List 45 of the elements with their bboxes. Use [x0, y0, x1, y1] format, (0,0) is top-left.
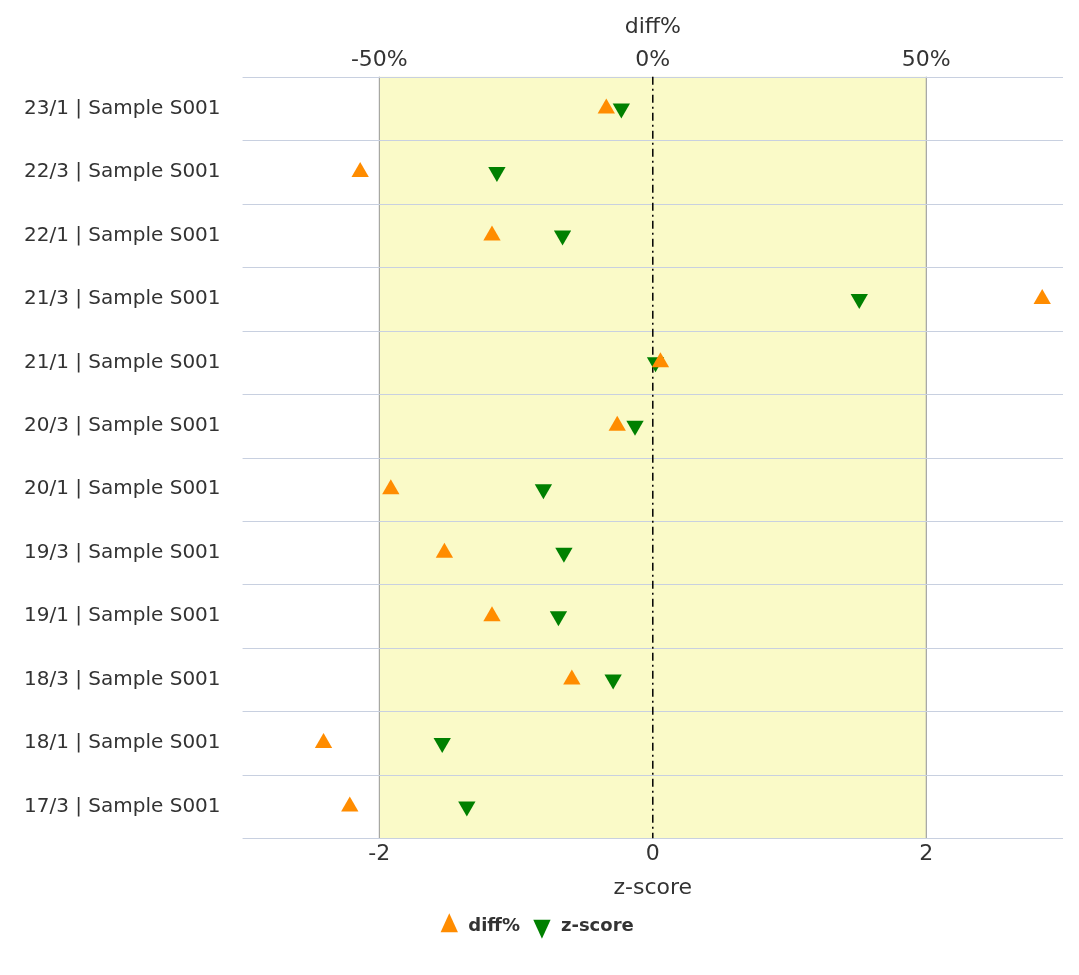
y-tick-label: 22/3 | Sample S001 — [23, 158, 221, 183]
point — [549, 611, 568, 627]
y-tick-label: 18/3 | Sample S001 — [23, 665, 221, 690]
point — [458, 801, 476, 817]
point — [553, 230, 572, 246]
point — [382, 479, 400, 495]
x-tick-label: -2 — [368, 840, 391, 866]
point — [435, 542, 454, 558]
point — [433, 738, 451, 754]
legend-label: z-score — [560, 913, 634, 935]
y-tick-label: 21/1 | Sample S001 — [23, 348, 221, 373]
y-tick-label: 17/3 | Sample S001 — [23, 792, 221, 817]
y-tick-label: 20/3 | Sample S001 — [23, 411, 221, 436]
point — [1033, 288, 1051, 304]
point — [563, 669, 581, 685]
point — [483, 225, 501, 241]
point — [488, 166, 506, 182]
point — [597, 98, 615, 114]
point — [314, 733, 333, 749]
point — [626, 420, 644, 436]
point — [341, 796, 359, 812]
y-tick-label: 20/1 | Sample S001 — [23, 475, 221, 500]
legend-label: diff% — [468, 913, 520, 935]
point — [483, 606, 501, 622]
y-tick-label: 18/1 | Sample S001 — [23, 729, 221, 754]
point — [608, 415, 626, 431]
y-tick-label: 22/1 | Sample S001 — [23, 221, 221, 246]
y-tick-label: 23/1 | Sample S001 — [23, 94, 221, 119]
x-tick-label: 2 — [919, 840, 934, 866]
point — [612, 103, 630, 119]
point — [534, 484, 553, 500]
x-axis-title: z-score — [613, 873, 693, 899]
x2-tick-label: -50% — [350, 46, 408, 72]
x2-axis-title: diff% — [624, 12, 681, 38]
point — [651, 352, 670, 368]
point — [604, 674, 622, 690]
x-tick-label: 0 — [645, 840, 660, 866]
y-tick-label: 21/3 | Sample S001 — [23, 285, 221, 310]
y-tick-label: 19/3 | Sample S001 — [23, 538, 221, 563]
point — [850, 293, 868, 309]
y-tick-label: 19/1 | Sample S001 — [23, 602, 221, 627]
x2-tick-label: 0% — [635, 46, 671, 72]
x2-tick-label: 50% — [901, 46, 951, 72]
point — [351, 161, 369, 177]
point — [555, 547, 573, 563]
